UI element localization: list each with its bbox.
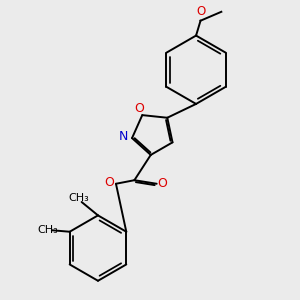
Text: O: O: [196, 5, 205, 18]
Text: CH₃: CH₃: [37, 225, 58, 235]
Text: CH₃: CH₃: [68, 193, 89, 202]
Text: O: O: [134, 102, 144, 115]
Text: O: O: [104, 176, 114, 189]
Text: O: O: [157, 177, 167, 190]
Text: N: N: [119, 130, 128, 143]
